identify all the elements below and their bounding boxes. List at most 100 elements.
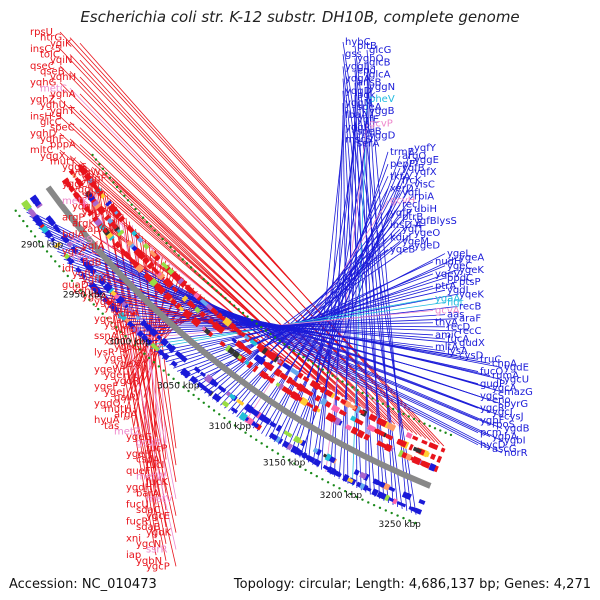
gene-label: mutY [50, 156, 77, 167]
scale-tick [336, 377, 339, 380]
gene-label: ygeI [94, 314, 115, 325]
feature-block [74, 177, 81, 184]
scale-tick [402, 516, 405, 520]
feature-block [401, 491, 410, 499]
gene-label: yqeV [435, 269, 460, 280]
gene-label: argK [72, 218, 95, 229]
leader-line [32, 219, 503, 442]
gene-label: yqgD [345, 86, 372, 97]
scale-tick [62, 269, 65, 273]
gene-label: lysA [447, 346, 468, 357]
scale-tick [98, 162, 101, 166]
feature-block [106, 286, 114, 294]
scale-tick [343, 489, 347, 493]
scale-tick [233, 424, 237, 427]
gene-label: yghD [30, 128, 57, 139]
feature-block [281, 385, 292, 395]
gene-label: speB [357, 127, 382, 138]
gene-label: queF [126, 466, 151, 477]
feature-block [408, 443, 414, 451]
feature-block [312, 447, 319, 454]
gene-label: ygcR [480, 403, 505, 414]
gene-label: kdul [390, 232, 411, 243]
scale-tick [265, 445, 269, 448]
feature-block [338, 409, 345, 415]
scale-tick [169, 246, 172, 249]
gene-label: ygbN [136, 556, 162, 567]
feature-block [279, 372, 289, 381]
scale-ticks [14, 153, 453, 525]
gene-label: ygdB [504, 424, 530, 435]
leader-line [188, 257, 458, 382]
feature-block [107, 218, 116, 227]
feature-block [84, 190, 92, 198]
feature-block [234, 340, 245, 349]
feature-block [38, 222, 45, 229]
scale-tick [124, 335, 127, 338]
feature-block [350, 426, 359, 435]
scale-tick [356, 388, 359, 392]
feature-block [148, 277, 158, 287]
feature-block [70, 245, 79, 255]
feature-block [126, 255, 132, 260]
gene-label: csdA [136, 455, 160, 466]
gene-label: sdaC [136, 505, 161, 516]
feature-block [113, 241, 122, 249]
scale-tick [105, 172, 108, 175]
leader-line [184, 261, 434, 379]
feature-block [238, 411, 248, 422]
gene-label: yghT [50, 106, 76, 117]
gene-label: sprT [82, 190, 105, 201]
feature-block [21, 199, 32, 211]
kbp-scale-labels: 3250 kbp 3200 kbp 3150 kbp 3100 kbp 3050 kbp… [21, 240, 421, 529]
gene-label: eno [492, 395, 511, 406]
gene-label: recJ [402, 200, 421, 211]
feature-block [143, 272, 154, 283]
feature-block [171, 286, 179, 293]
scale-tick [194, 270, 197, 273]
feature-block [163, 291, 173, 302]
gene-label: ygeO [414, 228, 440, 239]
gene-label: rpsU [30, 27, 53, 38]
gene-label: yggC [62, 179, 88, 190]
leader-line [294, 151, 389, 455]
leader-line [154, 293, 458, 353]
gene-label: hycD [480, 440, 506, 451]
feature-block [376, 440, 382, 447]
feature-block [184, 310, 193, 320]
feature-block [374, 428, 380, 435]
gene-label: ygcJ [492, 407, 513, 418]
scale-tick [228, 300, 231, 304]
scale-tick [223, 416, 226, 420]
feature-block [63, 253, 70, 260]
feature-block [182, 309, 190, 317]
kbp-scale-label: 3250 kbp [378, 520, 421, 530]
feature-block [296, 383, 305, 392]
leader-line [69, 155, 348, 400]
scale-tick [321, 368, 325, 371]
scale-tick [287, 459, 291, 462]
gene-label: ygeK [459, 265, 484, 276]
gene-label: yqgF [82, 207, 107, 218]
scale-tick [119, 330, 123, 333]
gene-label: ygbI [504, 436, 526, 447]
feature-block [429, 453, 436, 460]
scale-tick [133, 343, 137, 347]
feature-block [79, 256, 88, 266]
scale-tick [241, 311, 245, 315]
feature-block [428, 442, 434, 448]
gene-label: visC [414, 179, 435, 190]
leader-line [101, 290, 250, 336]
feature-block [258, 344, 266, 353]
scale-tick [250, 318, 254, 322]
gene-label: ygdK [146, 528, 172, 539]
feature-block [285, 376, 293, 384]
feature-block [329, 467, 337, 476]
feature-block [316, 408, 321, 413]
kbp-scale-label: 3150 kbp [263, 458, 306, 468]
gene-label: trmB [390, 147, 415, 158]
leader-line [111, 211, 306, 375]
scale-tick [145, 220, 149, 224]
gene-label: mltC [30, 145, 53, 156]
feature-block [421, 439, 428, 445]
